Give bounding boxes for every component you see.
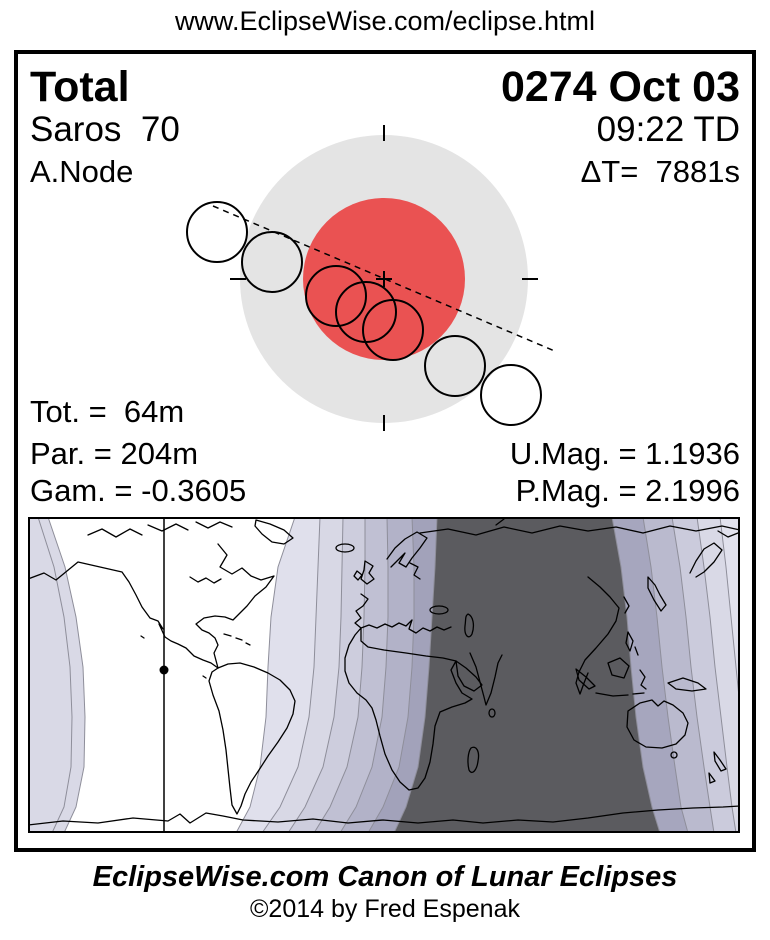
moon-position-u3 xyxy=(362,299,424,361)
visibility-band xyxy=(720,517,740,833)
band-boundary-line xyxy=(313,517,366,833)
partial-duration-label: Par. = 204m xyxy=(30,436,199,471)
saros-label: Saros 70 xyxy=(30,110,180,149)
band-boundary-line xyxy=(287,517,344,833)
band-boundary-line xyxy=(339,517,389,833)
umbral-magnitude-label: U.Mag. = 1.1936 xyxy=(509,436,740,471)
visibility-band xyxy=(672,517,736,833)
map-frame xyxy=(28,517,740,833)
penumbral-magnitude-label: P.Mag. = 2.1996 xyxy=(515,473,740,508)
moon-contact-circles xyxy=(186,201,542,426)
band-boundary-line xyxy=(393,517,438,833)
visibility-world-map xyxy=(28,517,740,833)
moon-position-u2 xyxy=(305,265,367,327)
gamma-label: Gam. = -0.3605 xyxy=(30,473,247,508)
greatest-time-label: 09:22 TD xyxy=(596,110,740,149)
ecliptic-dashed-line xyxy=(212,205,558,353)
visibility-band xyxy=(236,517,320,833)
shadow-center-cross xyxy=(376,271,392,287)
moon-position-u1 xyxy=(241,231,303,293)
band-boundary-line xyxy=(37,517,73,833)
band-boundary-line xyxy=(235,517,296,833)
band-boundary-line xyxy=(671,517,715,833)
band-boundary-line xyxy=(261,517,321,833)
continent-coastlines xyxy=(28,518,740,826)
node-label: A.Node xyxy=(30,154,134,189)
band-boundary-line xyxy=(642,517,689,833)
footer-copyright: ©2014 by Fred Espenak xyxy=(250,895,520,923)
visibility-band xyxy=(28,517,85,833)
eclipse-card: Total 0274 Oct 03 Saros 70 09:22 TD A.No… xyxy=(14,50,756,852)
site-url: www.EclipseWise.com/eclipse.html xyxy=(174,6,596,36)
band-boundary-line xyxy=(47,517,86,833)
delta-t-label: ΔT= 7881s xyxy=(580,154,740,189)
band-boundary-line xyxy=(611,517,661,833)
eclipse-visibility-bands xyxy=(28,517,740,833)
axis-tick-marks xyxy=(230,125,538,431)
visibility-band xyxy=(394,517,660,833)
eclipse-type-label: Total xyxy=(30,63,130,111)
footer-title: EclipseWise.com Canon of Lunar Eclipses xyxy=(92,861,678,893)
moon-position-p4 xyxy=(480,364,542,426)
visibility-band xyxy=(314,517,388,833)
visibility-band xyxy=(340,517,414,833)
moon-position-u4 xyxy=(424,335,486,397)
eclipse-geometry-diagram xyxy=(186,125,558,431)
visibility-band xyxy=(612,517,688,833)
visibility-band xyxy=(262,517,343,833)
eclipse-zenith-dot xyxy=(159,665,169,675)
eclipse-date-label: 0274 Oct 03 xyxy=(500,63,740,111)
band-boundary-line xyxy=(696,517,737,833)
moon-position-p1 xyxy=(186,201,248,263)
visibility-band xyxy=(288,517,365,833)
totality-duration-label: Tot. = 64m xyxy=(30,394,185,429)
